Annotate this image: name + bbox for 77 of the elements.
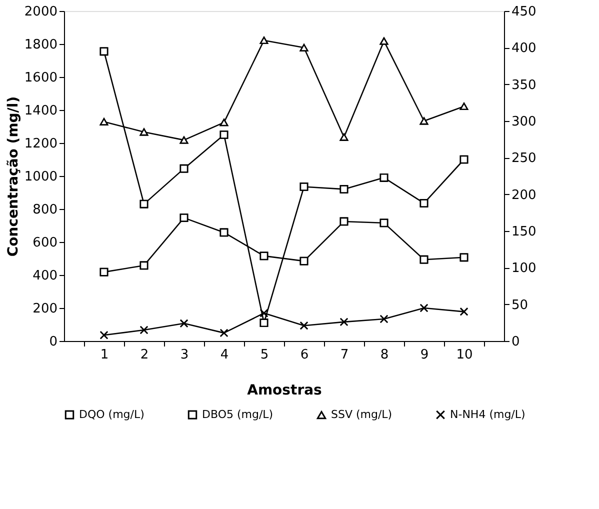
point: [180, 164, 188, 173]
x-tick-label: 5: [260, 348, 269, 362]
y2-tick-label: 350: [512, 78, 536, 93]
point: [460, 253, 468, 262]
point: [180, 319, 188, 328]
point: [300, 321, 308, 330]
point: [420, 117, 428, 125]
x-tick-label: 8: [380, 348, 389, 362]
y2-tick-label: 300: [512, 114, 536, 130]
point: [100, 118, 108, 126]
y-tick-label: 1400: [24, 104, 58, 118]
legend-label: DQO (mg/L): [79, 408, 144, 421]
x-tick-label: 10: [456, 348, 473, 362]
y2-tick-label: 450: [512, 4, 536, 20]
point: [340, 217, 348, 226]
point: [100, 47, 108, 56]
point: [340, 185, 348, 194]
point: [220, 228, 228, 237]
x-tick-label: 1: [100, 348, 109, 362]
x-axis-title: Amostras: [247, 382, 322, 398]
point: [340, 133, 348, 141]
x-tick-label: 3: [180, 348, 189, 362]
point: [260, 252, 268, 260]
y-tick-label: 0: [49, 334, 58, 350]
point: [180, 214, 188, 222]
point: [220, 130, 228, 139]
point: [420, 199, 428, 208]
x-tick-label: 4: [220, 348, 229, 362]
y-tick-label: 2000: [24, 4, 58, 20]
y2-tick-label: 100: [512, 261, 536, 276]
point: [300, 44, 308, 52]
y-tick-label: 800: [32, 202, 58, 218]
point: [220, 118, 228, 126]
point: [140, 261, 148, 270]
point: [460, 102, 468, 110]
y2-tick-label: 400: [512, 41, 536, 56]
point: [140, 200, 148, 208]
point: [100, 330, 108, 340]
y-tick-label: 1000: [24, 170, 58, 184]
point: [100, 268, 108, 276]
y-tick-label: 1800: [24, 38, 58, 52]
point: [460, 307, 468, 316]
point: [380, 218, 388, 228]
y2-tick-label: 50: [512, 298, 528, 313]
y2-tick-label: 0: [512, 334, 520, 350]
y-tick-label: 600: [32, 236, 58, 250]
point: [140, 128, 148, 136]
point: [260, 308, 268, 318]
point: [300, 182, 308, 191]
y-axis-title: Concentração (mg/l): [5, 96, 22, 257]
x-tick-label: 9: [420, 348, 429, 362]
y2-tick-label: 150: [512, 224, 536, 240]
point: [260, 36, 268, 44]
point: [420, 255, 428, 264]
legend-label: DBO5 (mg/L): [202, 408, 274, 421]
point: [260, 318, 268, 328]
x-tick-label: 2: [140, 348, 149, 362]
point: [380, 173, 388, 182]
y2-tick-label: 200: [512, 188, 536, 203]
legend-label: N-NH4 (mg/L): [450, 408, 526, 421]
legend-label: SSV (mg/L): [331, 408, 392, 422]
y-tick-label: 1200: [24, 136, 58, 152]
point: [380, 314, 388, 324]
x-tick-label: 7: [340, 348, 349, 362]
y-tick-label: 400: [32, 268, 58, 284]
y-tick-label: 1600: [24, 70, 58, 86]
point: [380, 37, 388, 45]
x-tick-label: 6: [300, 348, 309, 362]
point: [300, 256, 308, 266]
point: [460, 155, 468, 164]
y-tick-label: 200: [32, 302, 58, 316]
point: [140, 326, 148, 334]
point: [220, 328, 228, 338]
point: [340, 318, 348, 326]
point: [420, 304, 428, 312]
y2-tick-label: 250: [512, 151, 536, 166]
point: [180, 136, 188, 144]
